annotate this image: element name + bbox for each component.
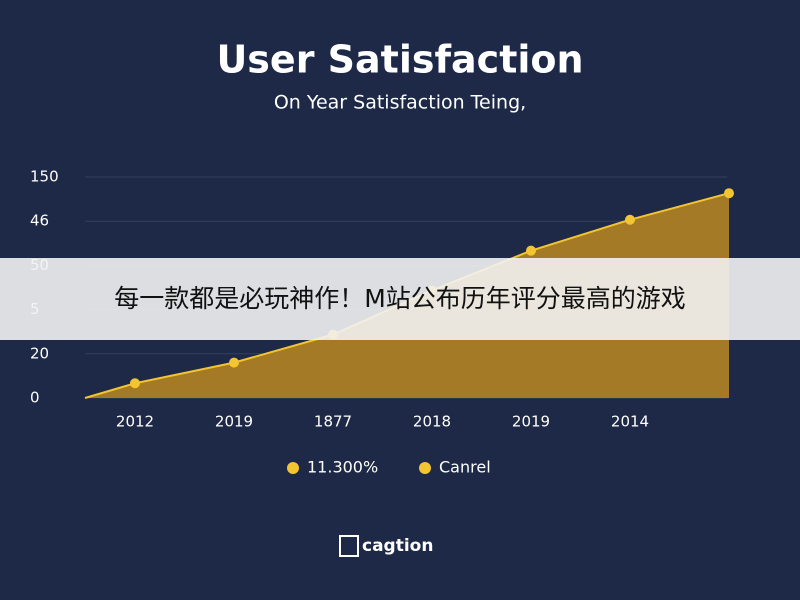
logo-text: cagtion bbox=[362, 536, 433, 556]
x-tick-label: 2018 bbox=[413, 413, 451, 431]
x-tick-label: 2012 bbox=[116, 413, 154, 431]
x-tick-label: 1877 bbox=[314, 413, 352, 431]
banner bbox=[0, 258, 800, 340]
x-tick-label: 2014 bbox=[611, 413, 649, 431]
legend-marker bbox=[287, 462, 299, 474]
banner-text: 每一款都是必玩神作！M站公布历年评分最高的游戏 bbox=[114, 284, 686, 313]
point bbox=[526, 245, 536, 256]
logo-icon bbox=[339, 535, 359, 557]
x-tick-label: 2019 bbox=[512, 413, 550, 431]
y-tick-label: 20 bbox=[30, 344, 49, 362]
chart-subtitle: On Year Satisfaction Teing, bbox=[274, 92, 526, 114]
legend-marker bbox=[419, 462, 431, 474]
y-tick-label: 46 bbox=[30, 212, 49, 230]
legend-label: Canrel bbox=[439, 458, 491, 477]
chart-title: User Satisfaction bbox=[216, 38, 583, 82]
x-tick-label: 2019 bbox=[215, 413, 253, 431]
point bbox=[229, 357, 239, 368]
area bbox=[85, 193, 729, 398]
point bbox=[724, 188, 734, 199]
point bbox=[130, 378, 140, 389]
y-tick-label: 0 bbox=[30, 389, 40, 407]
legend-label: 11.300% bbox=[307, 458, 378, 477]
point bbox=[625, 214, 635, 225]
logo: cagtion bbox=[339, 535, 433, 557]
y-tick-label: 150 bbox=[30, 168, 59, 186]
